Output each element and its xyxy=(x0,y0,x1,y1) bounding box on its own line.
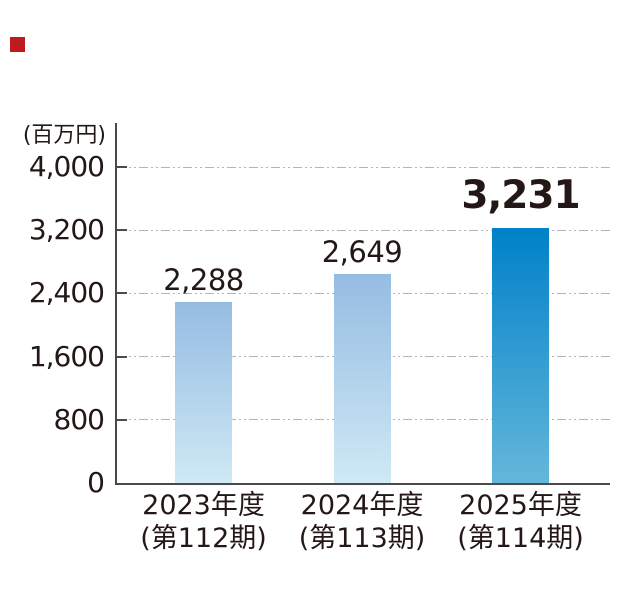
x-label-period: (第114期) xyxy=(457,523,584,554)
y-tick-label: 800 xyxy=(53,402,105,436)
y-tick-mark xyxy=(117,229,127,232)
y-tick-label: 2,400 xyxy=(28,276,105,310)
y-tick-label: 4,000 xyxy=(28,150,105,183)
bar-2024年度 xyxy=(333,273,391,483)
red-accent-square xyxy=(10,37,25,52)
y-tick-label: 0 xyxy=(87,466,105,499)
y-tick-mark xyxy=(117,292,127,295)
gridline-3200 xyxy=(117,229,610,231)
x-axis-baseline xyxy=(115,483,610,485)
y-axis-unit-label: (百万円) xyxy=(22,123,106,148)
y-tick-mark xyxy=(117,418,127,421)
x-label-period: (第112期) xyxy=(140,523,267,554)
y-tick-label: 1,600 xyxy=(28,339,105,373)
bar-2025年度 xyxy=(492,227,549,483)
x-label-year: 2023年度 xyxy=(142,490,265,521)
gridline-4000 xyxy=(117,166,610,168)
x-label-period: (第113期) xyxy=(298,523,426,554)
bar-value-label: 3,231 xyxy=(461,172,580,218)
x-axis-category-label: 2024年度 (第113期) xyxy=(267,489,457,555)
y-tick-label: 3,200 xyxy=(28,213,105,247)
x-label-year: 2024年度 xyxy=(300,490,424,521)
x-axis-category-label: 2023年度 (第112期) xyxy=(109,489,299,555)
y-tick-mark xyxy=(117,166,127,168)
bar-2023年度 xyxy=(175,302,232,483)
x-axis-category-label: 2025年度 (第114期) xyxy=(426,489,616,555)
y-axis-line xyxy=(115,123,117,484)
bar-value-label: 2,649 xyxy=(321,234,403,269)
y-tick-mark xyxy=(117,355,127,358)
x-label-year: 2025年度 xyxy=(459,490,582,521)
bar-value-label: 2,288 xyxy=(163,263,244,298)
